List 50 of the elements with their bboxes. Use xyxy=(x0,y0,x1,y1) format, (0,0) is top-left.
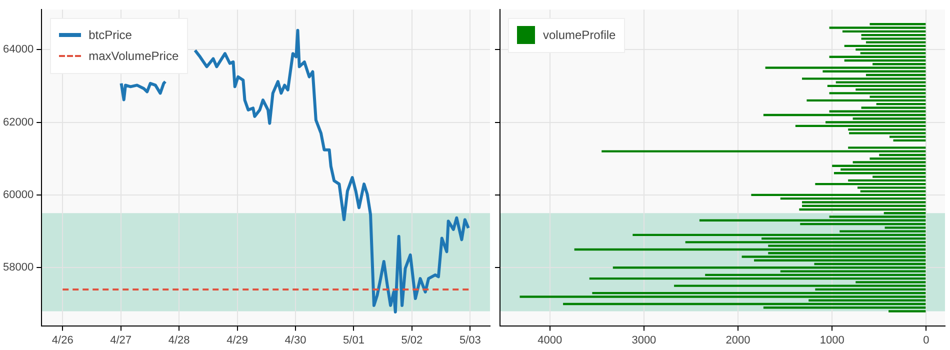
x-tick-label: 4/28 xyxy=(168,334,190,346)
bar xyxy=(685,241,926,244)
bar xyxy=(563,302,926,306)
x-tick-label: 1000 xyxy=(820,334,844,346)
bar xyxy=(795,124,926,127)
x-tick-label: 4000 xyxy=(538,334,562,346)
bar xyxy=(815,182,926,186)
bar xyxy=(589,277,926,280)
bar xyxy=(699,219,926,222)
y-tick-label: 62000 xyxy=(2,116,34,128)
bar xyxy=(751,194,926,196)
bar xyxy=(799,208,926,211)
y-tick-label: 64000 xyxy=(2,44,34,56)
y-tick-label: 60000 xyxy=(2,188,34,201)
bar xyxy=(827,84,926,88)
bar xyxy=(742,256,926,258)
legend-label: volumeProfile xyxy=(543,28,616,42)
x-tick-label: 2000 xyxy=(726,334,750,346)
x-tick-label: 4/26 xyxy=(52,334,74,346)
bar xyxy=(829,56,926,58)
bar xyxy=(849,132,926,134)
x-tick-label: 0 xyxy=(923,334,930,346)
bar xyxy=(602,150,926,152)
bar xyxy=(763,114,926,116)
x-tick-label: 4/27 xyxy=(110,334,132,346)
bar xyxy=(802,78,926,80)
legend-label: maxVolumePrice xyxy=(88,49,179,64)
x-tick-label: 5/01 xyxy=(343,334,364,346)
bar xyxy=(806,99,926,102)
bar xyxy=(765,66,926,69)
bar xyxy=(574,248,926,251)
bar xyxy=(829,26,926,29)
bar xyxy=(520,296,926,298)
x-tick-label: 5/02 xyxy=(401,334,423,346)
y-tick-label: 58000 xyxy=(2,262,34,274)
bar xyxy=(612,266,926,269)
bar xyxy=(632,234,926,236)
x-tick-label: 3000 xyxy=(632,334,656,346)
bar xyxy=(829,92,926,94)
bar xyxy=(893,139,926,142)
x-tick-label: 4/30 xyxy=(284,334,306,346)
bar xyxy=(802,204,926,207)
x-tick-label: 5/03 xyxy=(459,334,481,346)
bar xyxy=(844,44,926,48)
bar xyxy=(834,172,926,174)
x-tick-label: 4/29 xyxy=(226,334,248,346)
legend-label: btcPrice xyxy=(88,28,132,42)
bar xyxy=(674,284,926,287)
bar xyxy=(832,164,926,167)
bar xyxy=(861,38,926,40)
